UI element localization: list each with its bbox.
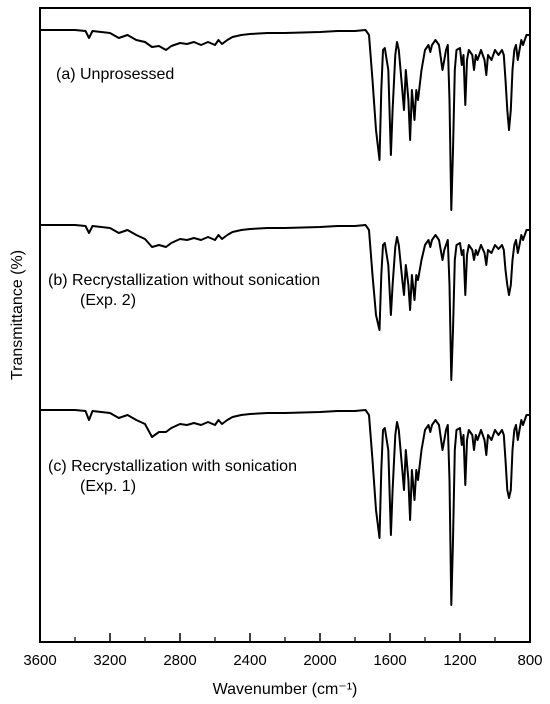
spectrum-line (40, 409, 530, 606)
x-tick-label: 2800 (163, 652, 196, 669)
spectrum-annotation: (c) Recrystallization with sonication (48, 458, 297, 475)
spectra-group (40, 29, 530, 606)
spectrum-annotation: (Exp. 1) (80, 478, 136, 495)
spectrum-annotation: (b) Recrystallization without sonication (48, 272, 320, 289)
x-tick-label: 3200 (93, 652, 126, 669)
y-axis-title: Transmittance (%) (9, 250, 26, 380)
x-tick-label: 1200 (443, 652, 476, 669)
spectrum-line (40, 29, 530, 211)
x-tick-label: 800 (517, 652, 542, 669)
x-tick-label: 2000 (303, 652, 336, 669)
x-tick-label: 2400 (233, 652, 266, 669)
x-axis: 3600 3200 2800 2400 2000 1600 1200 800 (23, 633, 543, 669)
x-axis-title: Wavenumber (cm⁻¹) (213, 681, 358, 698)
annotations-group: (a) Unprosessed (b) Recrystallization wit… (48, 66, 320, 495)
spectrum-line (40, 224, 530, 381)
plot-frame (39, 7, 531, 643)
spectrum-annotation: (Exp. 2) (80, 292, 136, 309)
x-tick-label: 3600 (23, 652, 56, 669)
spectrum-annotation: (a) Unprosessed (56, 66, 174, 83)
x-tick-label: 1600 (373, 652, 406, 669)
